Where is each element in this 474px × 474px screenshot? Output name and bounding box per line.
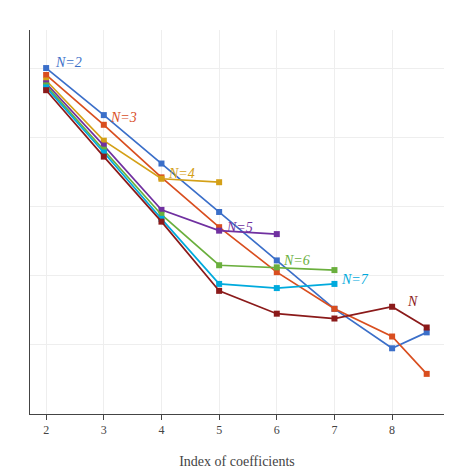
svg-text:N=4: N=4 xyxy=(168,166,195,181)
svg-text:2: 2 xyxy=(43,423,49,437)
svg-text:8: 8 xyxy=(389,423,395,437)
svg-text:N: N xyxy=(407,294,418,309)
svg-text:5: 5 xyxy=(216,423,222,437)
svg-text:Index of coefficients: Index of coefficients xyxy=(179,454,295,469)
svg-text:N=6: N=6 xyxy=(283,253,310,268)
svg-text:4: 4 xyxy=(158,423,164,437)
svg-text:7: 7 xyxy=(331,423,337,437)
svg-text:6: 6 xyxy=(274,423,280,437)
svg-text:N=3: N=3 xyxy=(110,110,137,125)
svg-text:3: 3 xyxy=(101,423,107,437)
svg-text:N=5: N=5 xyxy=(226,220,253,235)
svg-text:N=2: N=2 xyxy=(55,55,82,70)
svg-text:N=7: N=7 xyxy=(341,272,369,287)
